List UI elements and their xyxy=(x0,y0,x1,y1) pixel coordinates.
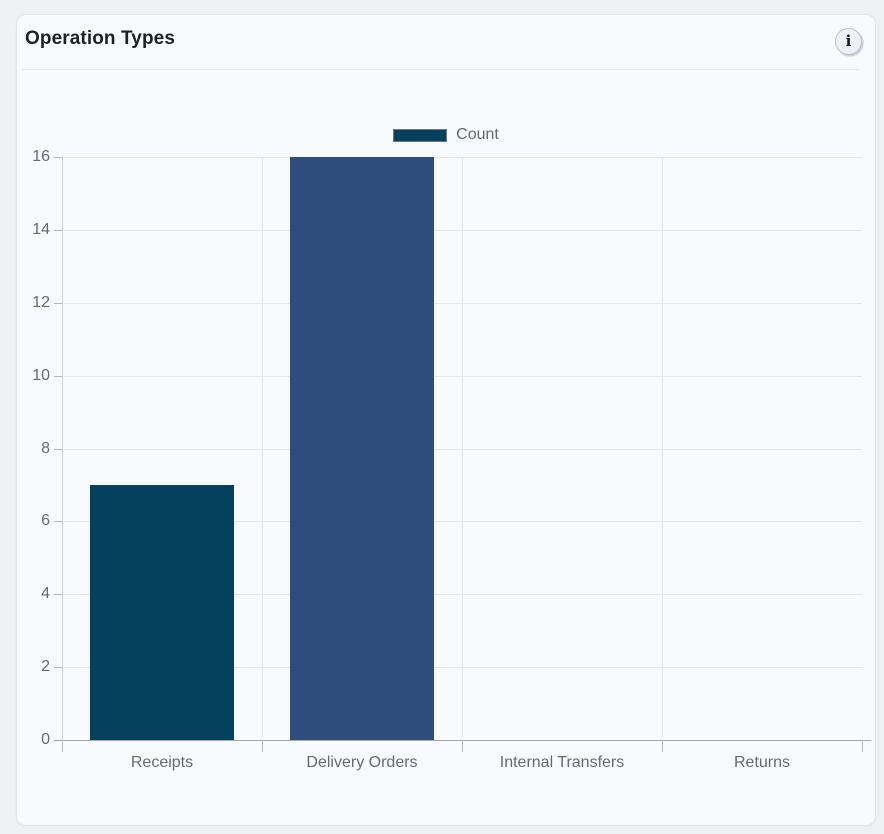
y-axis-line xyxy=(62,157,63,740)
y-axis-label: 10 xyxy=(32,366,50,384)
bar-receipts[interactable] xyxy=(90,484,234,740)
bar-chart: Count 16 14 12 10 8 6 4 2 0 Receipts Delivery Orde… xyxy=(17,15,875,825)
y-axis-label: 6 xyxy=(41,512,50,530)
y-axis-label: 12 xyxy=(32,293,50,311)
legend-swatch-count xyxy=(393,128,448,142)
card-header: Operation Types i xyxy=(17,15,875,69)
y-tick xyxy=(54,594,62,596)
x-tick xyxy=(662,740,663,752)
x-tick xyxy=(462,740,463,752)
x-tick xyxy=(262,740,263,752)
x-axis-label-returns: Returns xyxy=(733,754,791,771)
y-tick xyxy=(54,157,62,158)
y-axis-label: 4 xyxy=(41,585,50,603)
y-axis-label: 8 xyxy=(41,439,50,457)
x-axis-label-delivery-orders: Delivery Orders xyxy=(306,754,418,771)
y-tick xyxy=(54,667,62,669)
y-axis-label: 16 xyxy=(32,148,50,165)
gridline-v xyxy=(262,157,263,740)
page-title: Operation Types xyxy=(25,28,176,49)
y-tick xyxy=(54,521,62,523)
x-axis-label-receipts: Receipts xyxy=(130,754,194,771)
y-axis-label: 14 xyxy=(32,220,50,238)
operation-types-card: Operation Types i Count 16 14 12 10 8 6 4 2 0 Rec… xyxy=(16,14,876,826)
y-tick xyxy=(54,229,62,231)
y-axis-label: 0 xyxy=(41,731,50,748)
header-divider xyxy=(22,69,859,70)
y-axis-label: 2 xyxy=(41,658,50,676)
gridline-v xyxy=(662,157,663,740)
y-tick xyxy=(54,302,62,304)
chart-legend[interactable]: Count xyxy=(17,126,875,144)
x-axis-label-internal-transfers: Internal Transfers xyxy=(499,754,625,771)
info-button[interactable]: i xyxy=(835,28,862,55)
info-icon: i xyxy=(845,32,852,50)
gridline-v xyxy=(462,157,463,740)
x-tick xyxy=(62,740,63,752)
y-tick xyxy=(54,448,62,450)
x-tick xyxy=(862,740,863,752)
y-tick xyxy=(54,375,62,377)
bar-delivery-orders[interactable] xyxy=(290,157,434,740)
legend-label: Count xyxy=(456,126,499,143)
